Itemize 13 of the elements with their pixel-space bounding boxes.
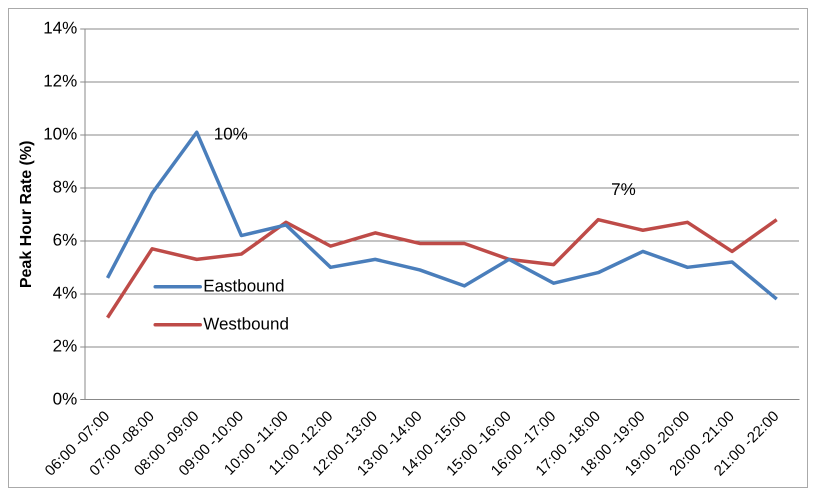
legend-label: Westbound: [203, 314, 289, 334]
y-tick-label: 12%: [43, 72, 78, 91]
annotation: 10%: [214, 124, 248, 144]
y-tick-label: 4%: [52, 283, 78, 302]
y-tick-label: 2%: [52, 336, 78, 356]
y-tick-label: 8%: [52, 178, 78, 197]
y-tick-label: 0%: [52, 389, 78, 408]
legend-label: Eastbound: [203, 276, 285, 296]
annotation: 7%: [611, 180, 636, 199]
y-tick-label: 10%: [43, 124, 78, 144]
y-tick-label: 14%: [43, 18, 78, 38]
y-tick-label: 6%: [52, 230, 78, 250]
y-axis-title: Peak Hour Rate (%): [18, 140, 36, 288]
